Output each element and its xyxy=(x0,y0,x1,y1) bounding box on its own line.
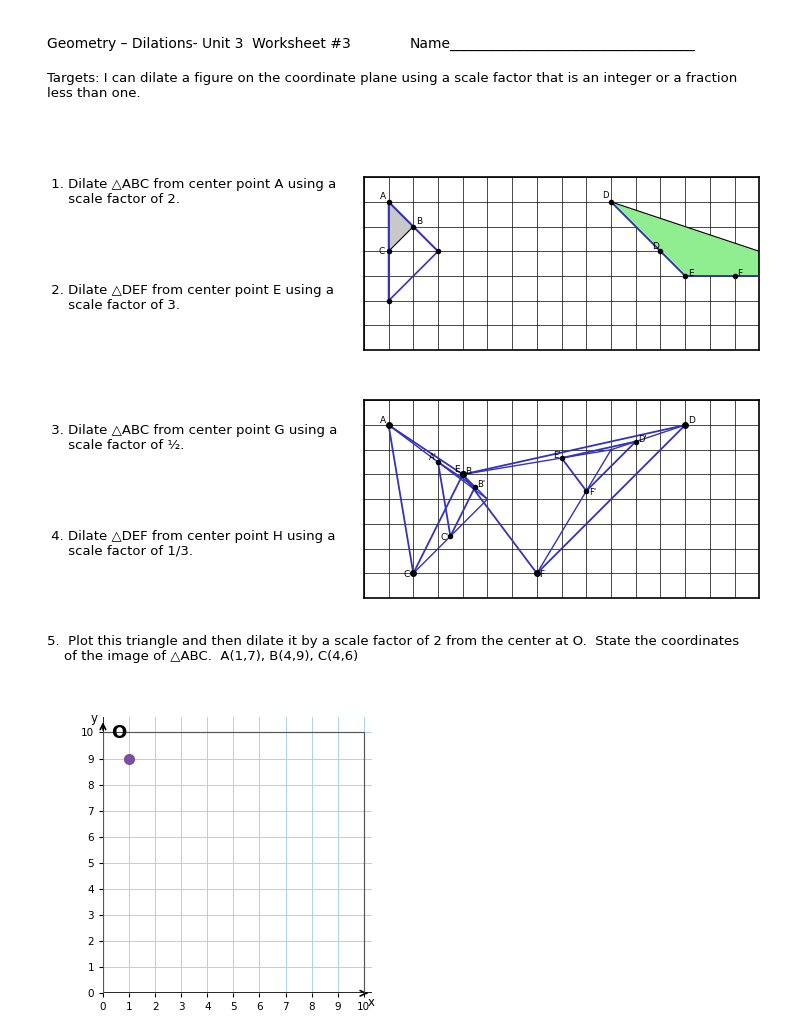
Text: E: E xyxy=(454,465,460,474)
Text: y: y xyxy=(90,712,97,725)
Text: 3. Dilate △ABC from center point G using a
     scale factor of ½.: 3. Dilate △ABC from center point G using… xyxy=(47,424,338,452)
Text: F: F xyxy=(737,269,742,279)
Text: B: B xyxy=(465,468,471,476)
Text: A': A' xyxy=(430,453,437,462)
Text: C': C' xyxy=(441,532,448,542)
Text: D: D xyxy=(687,416,694,425)
Text: E: E xyxy=(687,269,693,279)
Text: F: F xyxy=(539,570,544,579)
Text: F': F' xyxy=(589,487,596,497)
Polygon shape xyxy=(611,202,791,276)
Text: x: x xyxy=(368,996,375,1009)
Text: A: A xyxy=(380,193,386,202)
Polygon shape xyxy=(388,202,414,251)
Text: 2. Dilate △DEF from center point E using a
     scale factor of 3.: 2. Dilate △DEF from center point E using… xyxy=(47,284,335,312)
Text: B: B xyxy=(416,217,422,226)
Text: 1. Dilate △ABC from center point A using a
     scale factor of 2.: 1. Dilate △ABC from center point A using… xyxy=(47,178,337,206)
Text: E': E' xyxy=(553,451,561,460)
Text: C: C xyxy=(379,247,385,256)
Text: D': D' xyxy=(638,434,647,443)
Text: C: C xyxy=(403,570,410,579)
Text: A: A xyxy=(380,416,386,425)
Text: Targets: I can dilate a figure on the coordinate plane using a scale factor that: Targets: I can dilate a figure on the co… xyxy=(47,72,738,99)
Text: 4. Dilate △DEF from center point H using a
     scale factor of 1/3.: 4. Dilate △DEF from center point H using… xyxy=(47,529,336,558)
Text: B': B' xyxy=(478,480,486,488)
Text: Name___________________________________: Name___________________________________ xyxy=(410,37,695,51)
Text: D: D xyxy=(603,191,609,200)
Text: Geometry – Dilations- Unit 3  Worksheet #3: Geometry – Dilations- Unit 3 Worksheet #… xyxy=(47,37,351,51)
Text: 5.  Plot this triangle and then dilate it by a scale factor of 2 from the center: 5. Plot this triangle and then dilate it… xyxy=(47,635,740,663)
Text: D: D xyxy=(652,242,659,251)
Text: O: O xyxy=(111,724,126,741)
